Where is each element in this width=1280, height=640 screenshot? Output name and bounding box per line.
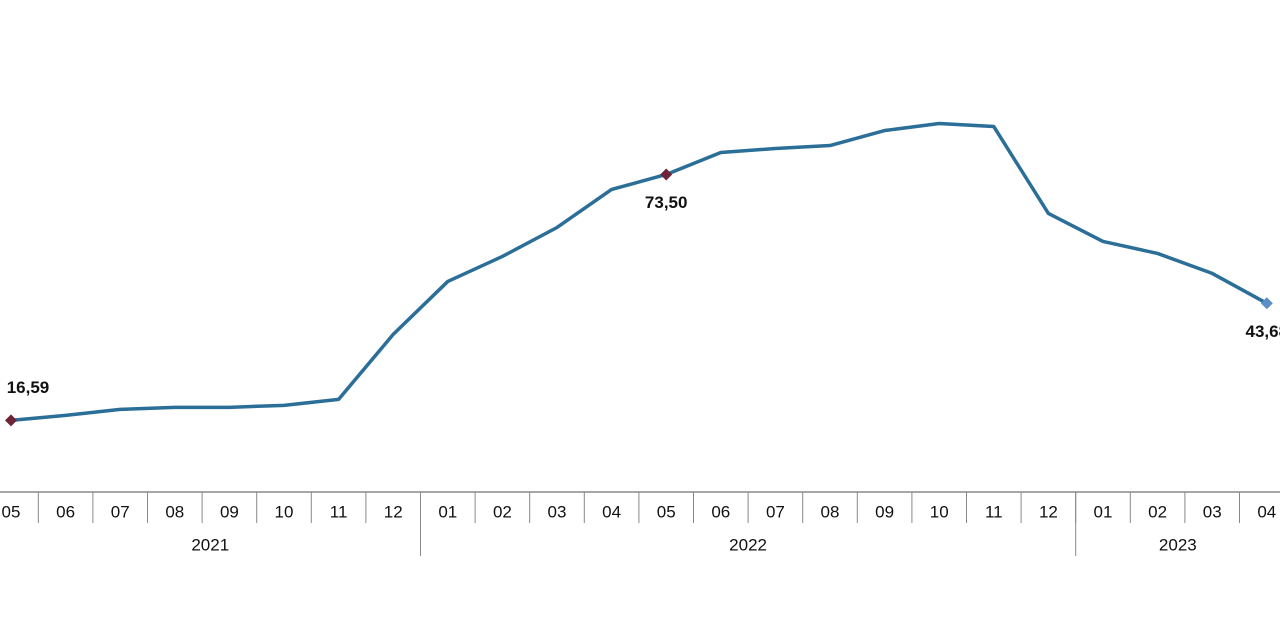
- marker: [1260, 297, 1273, 310]
- x-tick-label: 02: [493, 502, 512, 521]
- x-tick-label: 06: [711, 502, 730, 521]
- x-tick-label: 11: [985, 502, 1003, 521]
- x-tick-label: 03: [1203, 502, 1222, 521]
- x-tick-label: 01: [438, 502, 457, 521]
- x-tick-label: 09: [875, 502, 894, 521]
- year-label: 2022: [729, 535, 767, 554]
- x-tick-label: 05: [657, 502, 676, 521]
- year-label: 2023: [1159, 535, 1197, 554]
- x-tick-label: 08: [165, 502, 184, 521]
- x-tick-label: 02: [1148, 502, 1167, 521]
- x-tick-label: 06: [56, 502, 75, 521]
- value-label: 43,68: [1246, 322, 1280, 341]
- marker: [660, 168, 673, 181]
- x-tick-label: 08: [821, 502, 840, 521]
- x-tick-label: 03: [548, 502, 567, 521]
- x-tick-label: 07: [766, 502, 785, 521]
- x-tick-label: 01: [1094, 502, 1113, 521]
- x-tick-label: 12: [1039, 502, 1058, 521]
- x-tick-label: 10: [275, 502, 294, 521]
- x-tick-label: 05: [2, 502, 21, 521]
- year-label: 2021: [191, 535, 229, 554]
- x-tick-label: 04: [602, 502, 621, 521]
- marker: [5, 414, 17, 427]
- x-tick-label: 04: [1257, 502, 1276, 521]
- value-label: 73,50: [645, 193, 688, 212]
- x-tick-label: 07: [111, 502, 130, 521]
- x-tick-label: 09: [220, 502, 239, 521]
- value-label: 16,59: [7, 378, 50, 397]
- line: [10, 121, 1268, 423]
- x-tick-label: 11: [330, 502, 348, 521]
- x-tick-label: 10: [930, 502, 949, 521]
- x-tick-label: 12: [384, 502, 403, 521]
